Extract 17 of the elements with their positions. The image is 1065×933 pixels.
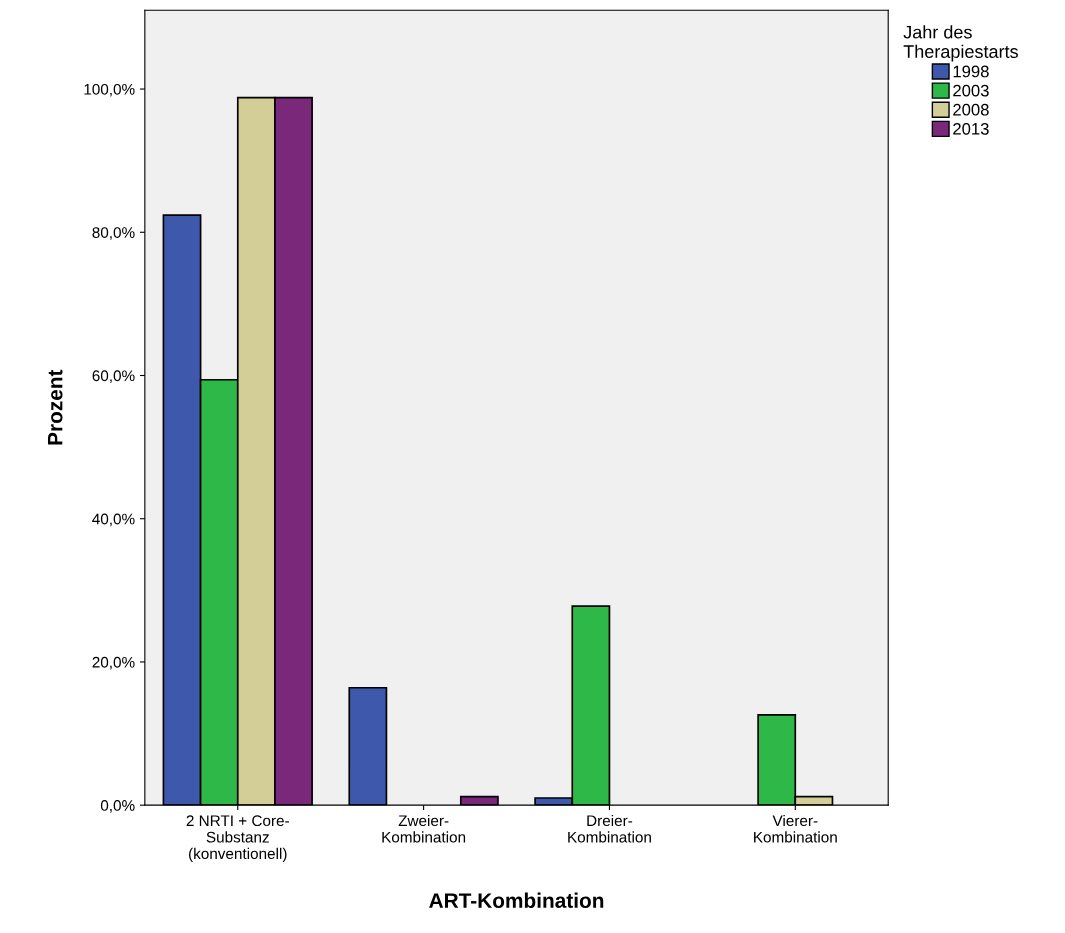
legend-label: 2003 xyxy=(953,84,989,97)
legend-label: 2013 xyxy=(953,122,989,135)
y-tick-label: 40,0% xyxy=(92,513,135,527)
y-tick-label: 80,0% xyxy=(92,227,135,240)
legend-label: 2008 xyxy=(953,103,989,116)
x-axis-title: ART-Kombination xyxy=(429,892,604,908)
legend-title: Jahr des Therapiestarts xyxy=(903,25,1018,62)
y-tick-label: 60,0% xyxy=(92,370,135,383)
x-tick-label: Dreier- Kombination xyxy=(568,814,651,843)
x-tick-label: Zweier- Kombination xyxy=(382,814,466,843)
y-tick-label: 100,0% xyxy=(84,83,135,97)
x-tick-label: Vierer- Kombination xyxy=(754,814,837,843)
legend-label: 1998 xyxy=(953,65,989,78)
y-tick-label: 0,0% xyxy=(100,800,135,813)
y-tick-label: 20,0% xyxy=(92,656,135,670)
x-tick-label: 2 NRTI + Core- Substanz (konventionell) xyxy=(186,815,289,863)
y-axis-title: Prozent xyxy=(47,369,63,445)
